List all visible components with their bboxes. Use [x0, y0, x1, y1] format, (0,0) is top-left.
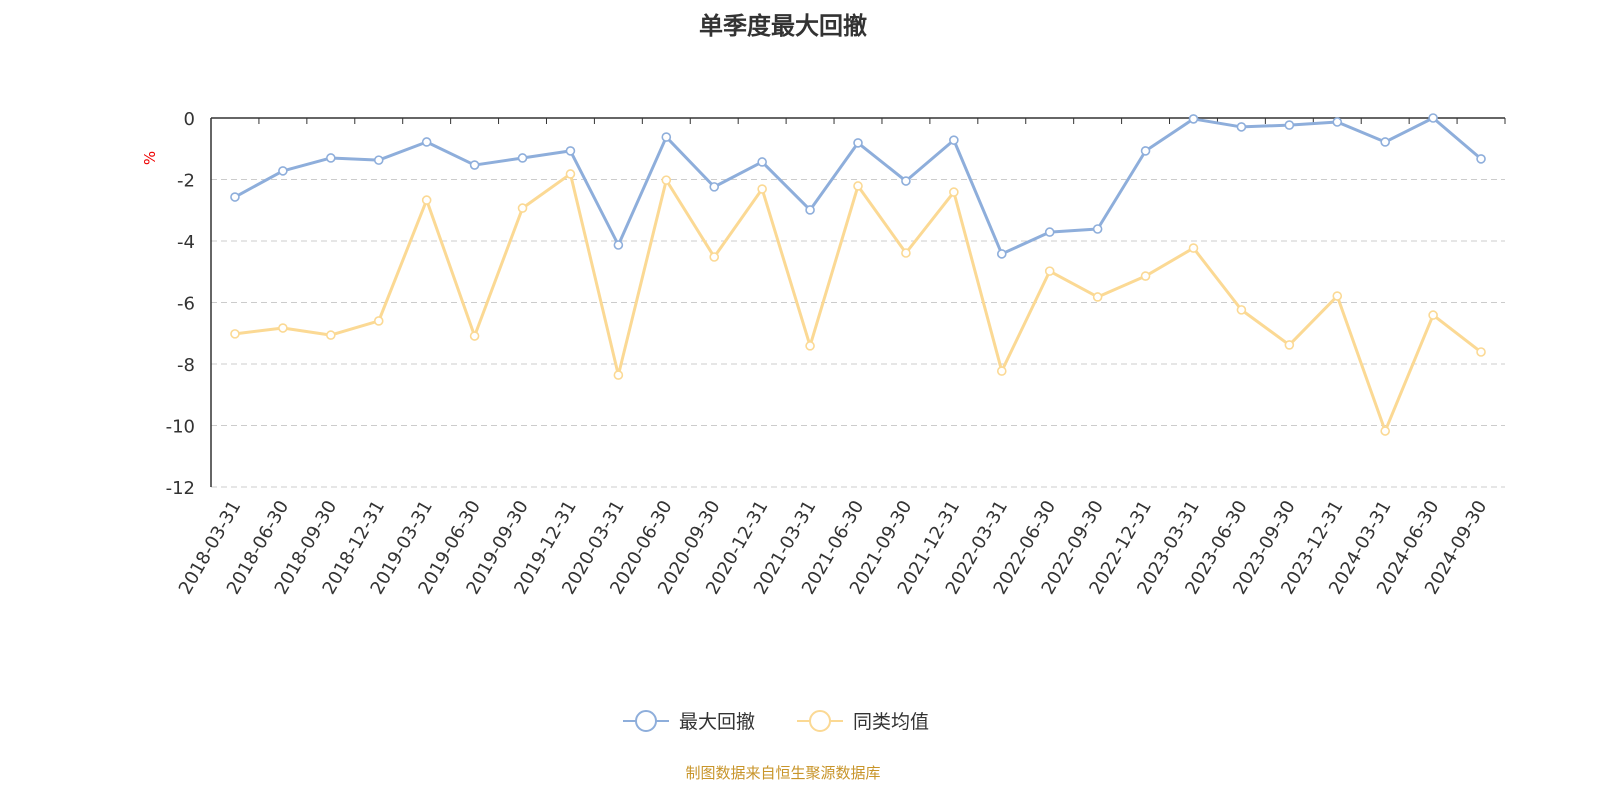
data-point [661, 132, 672, 142]
data-point [278, 323, 288, 333]
y-tick-label: -2 [177, 171, 195, 192]
data-point [1428, 310, 1438, 320]
data-point [613, 370, 624, 380]
data-point [469, 331, 480, 341]
data-point [373, 155, 384, 165]
data-point [949, 187, 959, 197]
data-point [1428, 113, 1438, 123]
data-point [326, 330, 336, 340]
data-point [1284, 120, 1295, 130]
data-point [565, 146, 576, 156]
legend-label: 同类均值 [853, 711, 929, 733]
data-point [1188, 114, 1199, 124]
data-point [1044, 227, 1055, 237]
data-point [901, 176, 911, 186]
data-point [613, 240, 624, 250]
data-point [421, 137, 432, 147]
y-tick-label: -10 [166, 417, 195, 438]
data-point [469, 160, 480, 170]
data-point [757, 184, 767, 194]
data-point [1332, 291, 1343, 301]
data-point [996, 249, 1007, 259]
data-point [1284, 340, 1295, 350]
data-point [1140, 146, 1151, 156]
data-point [1476, 347, 1486, 357]
data-point [1476, 154, 1486, 164]
chart-title: 单季度最大回撤 [699, 12, 867, 40]
data-point [565, 169, 576, 179]
data-point [805, 341, 815, 351]
data-point [949, 135, 959, 145]
y-tick-label: -4 [177, 232, 195, 253]
data-point [373, 316, 384, 326]
data-point [709, 182, 720, 192]
data-point [1092, 224, 1103, 234]
data-point [517, 153, 528, 163]
y-axis-label: % [141, 151, 159, 165]
y-tick-label: -12 [166, 478, 195, 499]
data-point [757, 157, 767, 167]
data-point [1188, 243, 1199, 253]
data-point [901, 248, 911, 258]
y-tick-label: 0 [184, 109, 195, 130]
data-point [1092, 292, 1103, 302]
data-point [1380, 137, 1390, 147]
source-footer: 制图数据来自恒生聚源数据库 [685, 764, 881, 782]
data-point [853, 181, 863, 191]
legend-label: 最大回撤 [679, 711, 755, 733]
data-point [709, 252, 720, 262]
data-point [326, 153, 336, 163]
data-point [805, 205, 815, 215]
data-point [517, 203, 528, 213]
legend-marker-icon [635, 710, 657, 732]
data-point [278, 166, 288, 176]
data-point [661, 175, 672, 185]
data-point [1044, 266, 1055, 276]
data-point [1236, 122, 1247, 132]
y-tick-label: -6 [177, 294, 195, 315]
data-point [1236, 305, 1247, 315]
data-point [853, 138, 863, 148]
data-point [1140, 271, 1151, 281]
data-point [230, 192, 240, 202]
data-point [230, 329, 240, 339]
y-tick-label: -8 [177, 355, 195, 376]
data-point [1332, 117, 1343, 127]
legend-marker-icon [809, 710, 831, 732]
data-point [1380, 426, 1390, 436]
data-point [421, 195, 432, 205]
data-point [996, 366, 1007, 376]
